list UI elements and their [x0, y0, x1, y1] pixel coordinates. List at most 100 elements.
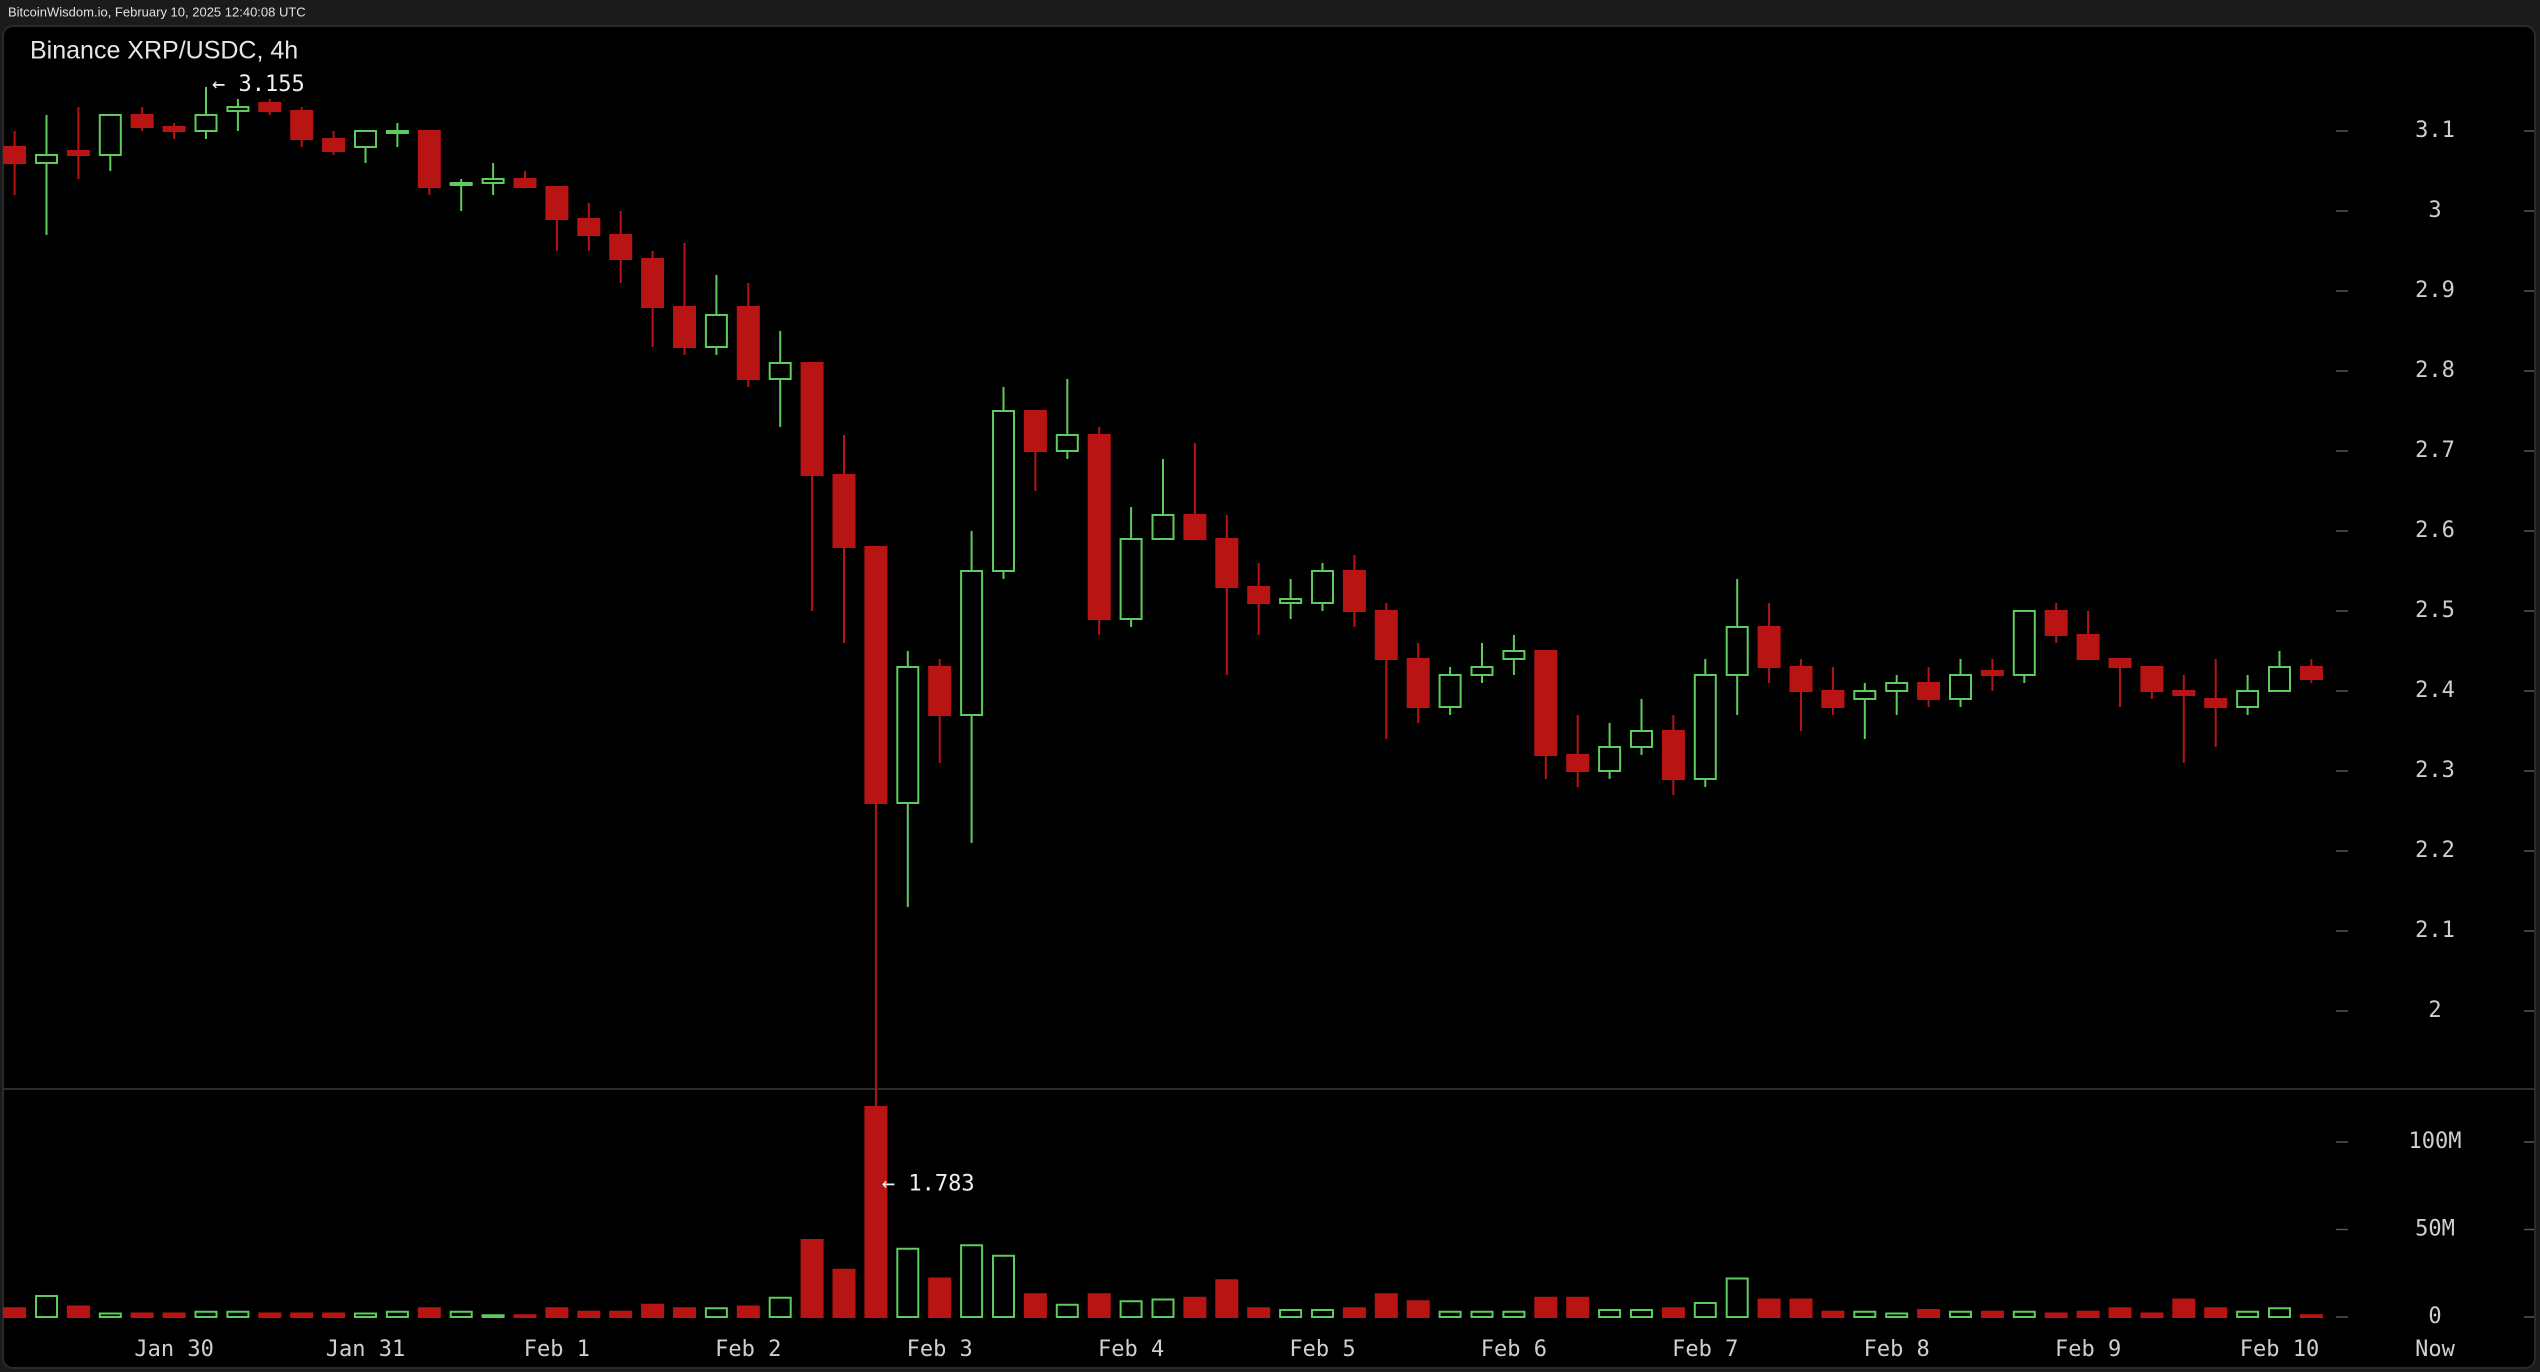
y-tick-label: 2.3	[2415, 758, 2455, 783]
volume-bar	[641, 1303, 665, 1318]
volume-bar	[98, 1312, 122, 1318]
candle-body	[1949, 674, 1972, 700]
volume-bar	[354, 1312, 377, 1318]
volume-tick-label: 100M	[2409, 1129, 2462, 1154]
candle-body	[2108, 658, 2132, 668]
candle-body	[609, 234, 633, 260]
volume-bar	[1502, 1310, 1526, 1318]
x-end-label: Now	[2415, 1337, 2455, 1362]
volume-bar	[1279, 1309, 1303, 1318]
volume-bar	[768, 1296, 792, 1318]
volume-bar	[1821, 1310, 1845, 1318]
candle-body	[1342, 570, 1366, 612]
candle-body	[800, 362, 824, 476]
candle-body	[1661, 730, 1685, 780]
candle-body	[736, 306, 760, 380]
candle-body	[1406, 658, 1430, 708]
x-tick-label: Feb 3	[907, 1337, 973, 1362]
volume-bar	[736, 1305, 760, 1318]
x-tick-label: Feb 1	[524, 1337, 590, 1362]
candle-body	[2299, 666, 2323, 680]
candle-body	[641, 258, 665, 308]
volume-bar	[1598, 1309, 1622, 1318]
candle-body	[1725, 626, 1749, 676]
candle-body	[98, 114, 122, 156]
y-tick-label: 3.1	[2415, 118, 2455, 143]
volume-bar	[1980, 1310, 2004, 1318]
volume-bar	[1661, 1307, 1685, 1318]
volume-bar	[2236, 1310, 2260, 1318]
volume-bar	[2299, 1314, 2323, 1318]
volume-bar	[1885, 1312, 1909, 1318]
candle-body	[1374, 610, 1398, 660]
y-tick-label: 2.4	[2415, 678, 2455, 703]
volume-bar	[66, 1305, 90, 1318]
x-tick-label: Feb 4	[1098, 1337, 1164, 1362]
candle-body	[992, 410, 1015, 572]
candle-body	[2140, 666, 2164, 692]
candle-body	[1821, 690, 1845, 708]
candle-body	[2204, 698, 2228, 708]
volume-bar	[1470, 1310, 1494, 1318]
volume-bar	[2140, 1312, 2164, 1318]
candle-body	[1279, 598, 1303, 604]
candle-body	[290, 110, 314, 140]
volume-bar	[928, 1277, 952, 1318]
chart-title: Binance XRP/USDC, 4h	[30, 37, 298, 65]
candle-body	[1119, 538, 1143, 620]
volume-bar	[896, 1247, 920, 1318]
volume-bar	[864, 1106, 888, 1318]
candle-body	[1215, 538, 1239, 588]
low-annotation: ← 1.783	[882, 1172, 975, 1197]
candle-body	[66, 150, 90, 156]
candle-body	[928, 666, 952, 716]
volume-bar	[1693, 1302, 1717, 1318]
candle-body	[1789, 666, 1813, 692]
y-tick-label: 2	[2428, 998, 2441, 1023]
candle-body	[864, 546, 888, 804]
volume-bar	[1757, 1298, 1781, 1318]
high-annotation: ← 3.155	[212, 72, 305, 97]
source-stamp: BitcoinWisdom.io, February 10, 2025 12:4…	[8, 4, 306, 19]
y-tick-label: 2.5	[2415, 598, 2455, 623]
volume-bar	[2204, 1307, 2228, 1318]
candle-body	[1087, 434, 1111, 620]
candle-body	[1151, 514, 1175, 540]
volume-bar	[3, 1307, 27, 1318]
volume-bar	[1023, 1293, 1047, 1318]
volume-bar	[545, 1307, 569, 1318]
y-tick-label: 3	[2428, 198, 2441, 223]
candle-body	[2236, 690, 2260, 708]
candle-body	[162, 126, 186, 132]
volume-bar	[417, 1307, 441, 1318]
y-tick-label: 2.7	[2415, 438, 2455, 463]
candle-body	[35, 154, 58, 164]
volume-bar	[2012, 1310, 2036, 1318]
candle-body	[1757, 626, 1781, 668]
volume-bar	[1119, 1300, 1143, 1318]
candle-body	[768, 362, 792, 380]
candle-body	[2172, 690, 2196, 696]
candle-body	[3, 146, 27, 164]
volume-bar	[2172, 1298, 2196, 1318]
x-tick-label: Feb 7	[1672, 1337, 1738, 1362]
candle-body	[1980, 670, 2004, 676]
volume-bar	[290, 1312, 314, 1318]
x-tick-label: Feb 9	[2055, 1337, 2121, 1362]
volume-bar	[1374, 1293, 1398, 1318]
volume-bar	[1566, 1296, 1590, 1318]
volume-bar	[481, 1314, 505, 1318]
candle-body	[130, 114, 154, 128]
candle-body	[417, 130, 441, 188]
volume-bar	[1630, 1309, 1653, 1318]
volume-bar	[1438, 1310, 1462, 1318]
x-tick-label: Jan 30	[134, 1337, 213, 1362]
candle-body	[194, 114, 218, 132]
candle-body	[1023, 410, 1047, 452]
volume-bar	[1055, 1303, 1079, 1318]
volume-bar	[1183, 1296, 1207, 1318]
y-tick-label: 2.9	[2415, 278, 2455, 303]
volume-bar	[960, 1244, 984, 1318]
candle-body	[1502, 650, 1526, 660]
